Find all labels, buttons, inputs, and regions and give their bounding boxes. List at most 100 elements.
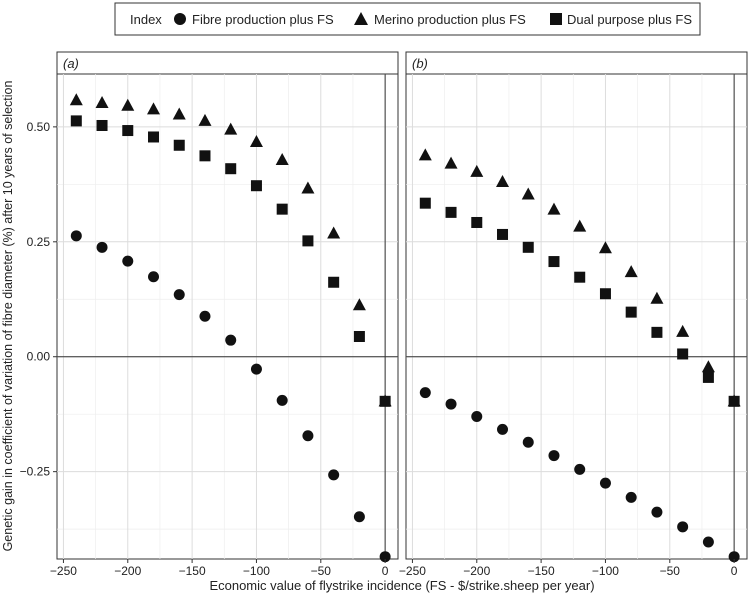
point-dual [548,256,560,268]
point-merino [147,102,161,115]
point-fibre [302,430,314,442]
point-dual [677,348,689,360]
point-dual [96,119,108,131]
point-dual [199,150,211,162]
point-merino [521,187,535,200]
x-tick-label: −150 [179,564,206,578]
point-fibre [353,511,365,523]
x-axis-b: −250 −200 −150 −100 −50 0 [399,559,738,578]
point-merino [444,156,458,169]
panel-b: (b) [405,51,748,563]
point-fibre [445,398,457,410]
panel-a-marks [69,93,392,563]
point-merino [327,226,341,239]
point-dual [471,216,483,228]
y-tick-label: 0.25 [27,235,51,249]
point-dual [599,288,611,300]
legend-circle-icon [174,13,186,25]
x-tick-label: −250 [50,564,77,578]
point-fibre [728,551,740,563]
point-dual [328,276,340,288]
point-dual [148,131,160,143]
point-merino [573,219,587,232]
y-axis-title: Genetic gain in coefficient of variation… [1,81,15,552]
legend-square-icon [550,13,562,25]
point-merino [69,93,83,106]
legend: Index Fibre production plus FS Merino pr… [114,2,701,36]
point-fibre [522,436,534,448]
point-fibre [148,271,160,283]
point-dual [353,330,365,342]
panel-b-grid [406,74,747,559]
point-fibre [419,387,431,399]
x-axis-a: −250 −200 −150 −100 −50 0 [50,559,389,578]
point-merino [676,324,690,337]
point-dual [70,115,82,127]
legend-label-merino: Merino production plus FS [374,12,526,27]
legend-box [114,2,701,36]
point-merino [121,98,135,111]
x-tick-label: −250 [399,564,426,578]
x-tick-label: −150 [528,564,555,578]
point-merino [352,298,366,311]
point-dual [702,371,714,383]
point-fibre [70,230,82,242]
panel-b-label: (b) [412,56,428,71]
point-fibre [702,536,714,548]
point-merino [496,175,510,188]
point-merino [301,181,315,194]
panel-a: (a) [56,51,399,563]
panel-a-grid [57,74,398,559]
point-merino [598,241,612,254]
point-fibre [199,310,211,322]
point-dual [445,206,457,218]
point-merino [624,265,638,278]
x-tick-label: 0 [731,564,738,578]
point-dual [173,139,185,151]
point-fibre [599,477,611,489]
legend-title: Index [130,12,162,27]
point-fibre [625,491,637,503]
x-tick-label: −200 [114,564,141,578]
point-merino [470,164,484,177]
point-dual [574,271,586,283]
y-axis: −0.25 0.00 0.25 0.50 [20,120,57,479]
panel-a-strip [56,51,399,75]
x-tick-label: −50 [660,564,681,578]
point-dual [419,197,431,209]
point-dual [497,228,509,240]
panel-b-marks [418,148,741,563]
panel-a-plot-area [56,73,399,560]
point-merino [172,107,186,120]
point-fibre [250,363,262,375]
point-fibre [574,463,586,475]
point-merino [249,135,263,148]
point-merino [547,202,561,215]
point-fibre [471,410,483,422]
x-tick-label: −100 [592,564,619,578]
point-fibre [96,241,108,253]
point-merino [650,291,664,304]
point-fibre [497,423,509,435]
point-dual [250,180,262,192]
point-dual [728,395,740,407]
panel-b-plot-area [405,73,748,560]
panel-b-strip [405,51,748,75]
point-fibre [276,394,288,406]
x-tick-label: −100 [243,564,270,578]
point-dual [122,125,134,137]
point-fibre [328,469,340,481]
point-dual [625,306,637,318]
legend-label-fibre: Fibre production plus FS [192,12,334,27]
x-tick-label: 0 [382,564,389,578]
legend-label-dual: Dual purpose plus FS [567,12,692,27]
point-fibre [548,450,560,462]
point-dual [522,241,534,253]
point-dual [225,163,237,175]
x-tick-label: −200 [463,564,490,578]
legend-triangle-icon [354,12,368,25]
y-tick-label: −0.25 [20,465,51,479]
y-tick-label: 0.00 [27,350,51,364]
point-fibre [379,551,391,563]
